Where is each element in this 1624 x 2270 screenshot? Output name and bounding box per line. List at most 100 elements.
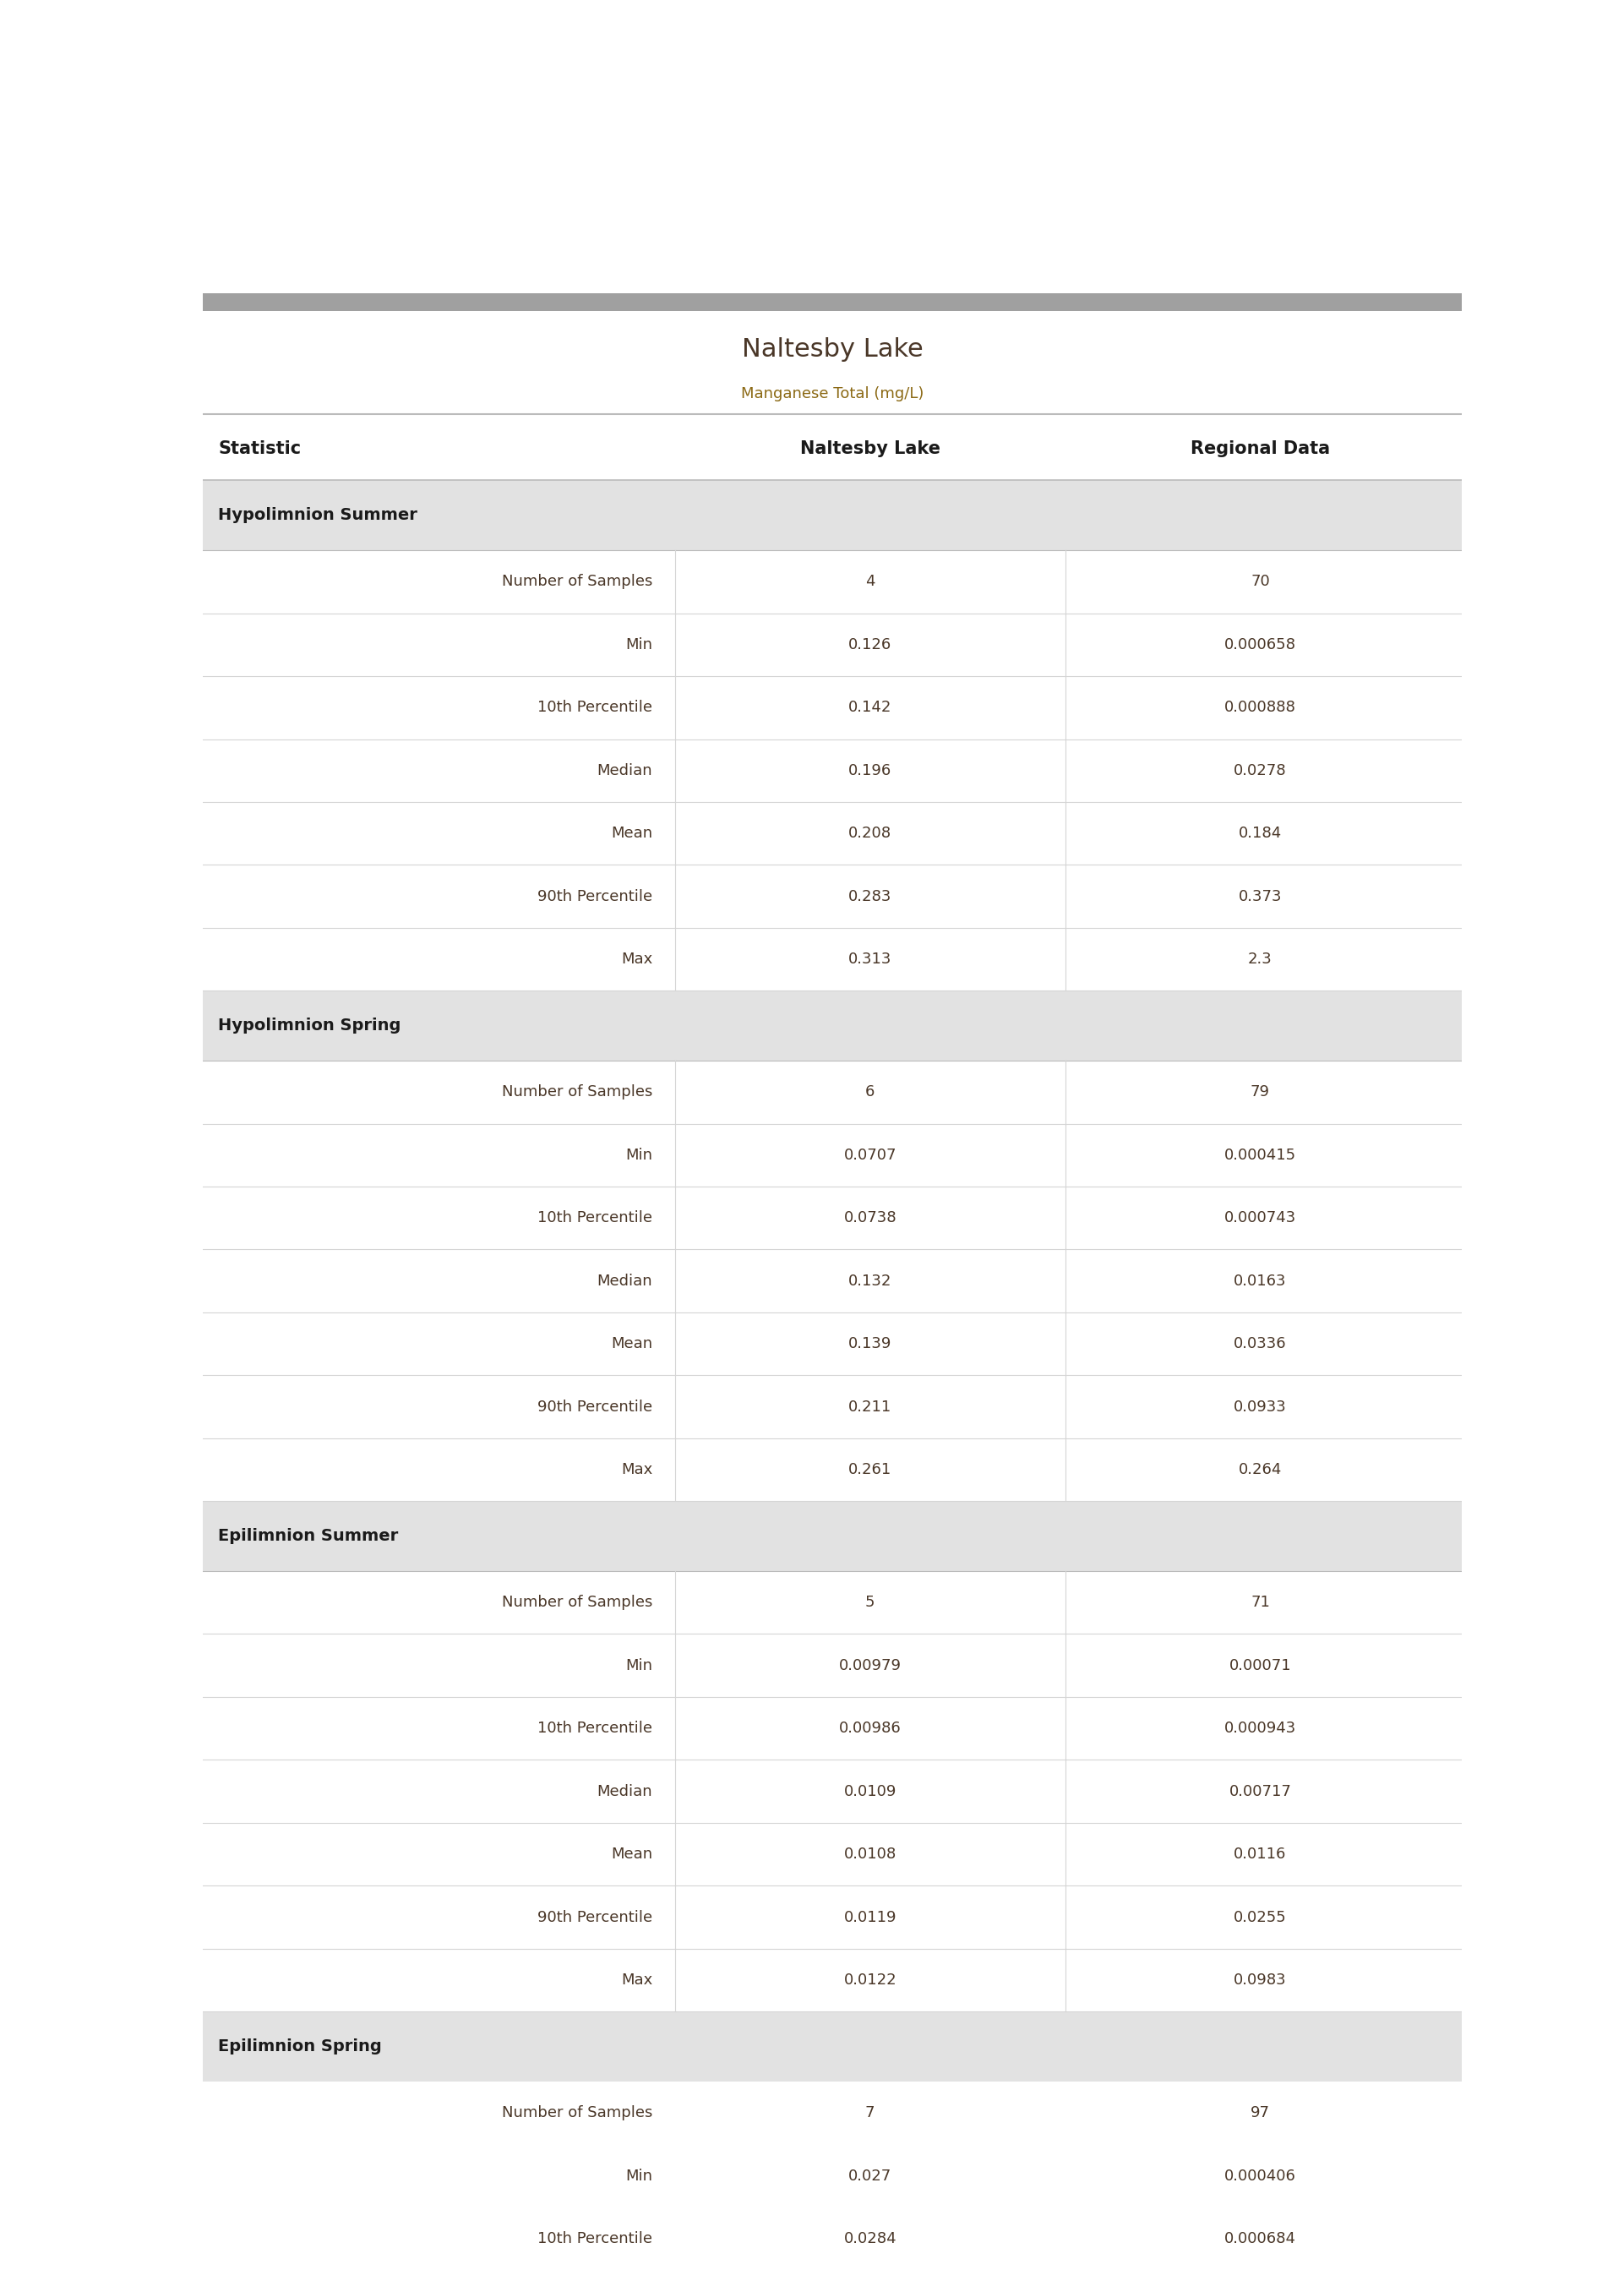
Bar (203, 2011, 1462, 2082)
Text: 0.000658: 0.000658 (1224, 638, 1296, 651)
Bar (203, 990, 1462, 1060)
Text: 0.313: 0.313 (848, 951, 892, 967)
Text: 0.0108: 0.0108 (844, 1846, 896, 1861)
Text: 0.0163: 0.0163 (1234, 1273, 1286, 1289)
Text: 10th Percentile: 10th Percentile (538, 699, 653, 715)
Text: 0.0122: 0.0122 (843, 1973, 896, 1989)
Text: Mean: Mean (611, 826, 653, 842)
Text: Max: Max (620, 1462, 653, 1478)
Text: 0.00979: 0.00979 (838, 1657, 901, 1673)
Text: 0.000406: 0.000406 (1224, 2168, 1296, 2184)
Text: Min: Min (625, 1657, 653, 1673)
Text: Naltesby Lake: Naltesby Lake (801, 440, 940, 456)
Text: Median: Median (598, 1784, 653, 1798)
Text: Mean: Mean (611, 1846, 653, 1861)
Text: 0.0284: 0.0284 (843, 2231, 896, 2247)
Text: 5: 5 (866, 1596, 875, 1609)
Text: Number of Samples: Number of Samples (502, 574, 653, 590)
Bar (203, 1439, 1462, 1500)
Text: Mean: Mean (611, 1337, 653, 1351)
Text: 71: 71 (1250, 1596, 1270, 1609)
Text: 0.142: 0.142 (848, 699, 892, 715)
Bar (203, 2082, 1462, 2145)
Text: 0.0983: 0.0983 (1234, 1973, 1286, 1989)
Bar (203, 865, 1462, 928)
Text: 0.00717: 0.00717 (1229, 1784, 1291, 1798)
Text: 0.000415: 0.000415 (1224, 1146, 1296, 1162)
Text: 10th Percentile: 10th Percentile (538, 1721, 653, 1737)
Text: 0.208: 0.208 (848, 826, 892, 842)
Text: Number of Samples: Number of Samples (502, 2104, 653, 2120)
Bar (203, 801, 1462, 865)
Bar (203, 676, 1462, 740)
Text: 0.261: 0.261 (848, 1462, 892, 1478)
Text: 97: 97 (1250, 2104, 1270, 2120)
Text: 0.139: 0.139 (848, 1337, 892, 1351)
Text: 0.027: 0.027 (848, 2168, 892, 2184)
Bar (203, 1823, 1462, 1886)
Text: 0.283: 0.283 (848, 890, 892, 903)
Text: 0.000888: 0.000888 (1224, 699, 1296, 715)
Bar (203, 1698, 1462, 1759)
Text: 0.00986: 0.00986 (840, 1721, 901, 1737)
Text: Epilimnion Spring: Epilimnion Spring (218, 2038, 382, 2054)
Text: Max: Max (620, 1973, 653, 1989)
Text: 10th Percentile: 10th Percentile (538, 1210, 653, 1226)
Bar (203, 1948, 1462, 2011)
Text: 0.264: 0.264 (1239, 1462, 1281, 1478)
Text: Manganese Total (mg/L): Manganese Total (mg/L) (741, 386, 924, 402)
Text: 0.196: 0.196 (848, 763, 892, 779)
Text: 0.211: 0.211 (848, 1398, 892, 1414)
Text: 0.000743: 0.000743 (1224, 1210, 1296, 1226)
Bar (203, 2206, 1462, 2270)
Bar (203, 1886, 1462, 1948)
Text: Statistic: Statistic (218, 440, 300, 456)
Text: 79: 79 (1250, 1085, 1270, 1099)
Bar (203, 1187, 1462, 1249)
Text: Regional Data: Regional Data (1190, 440, 1330, 456)
Bar (203, 481, 1462, 549)
Text: 2.3: 2.3 (1249, 951, 1272, 967)
Text: 0.0336: 0.0336 (1234, 1337, 1286, 1351)
Text: 0.373: 0.373 (1239, 890, 1281, 903)
Text: 90th Percentile: 90th Percentile (538, 890, 653, 903)
Text: 0.126: 0.126 (848, 638, 892, 651)
Text: 0.000943: 0.000943 (1224, 1721, 1296, 1737)
Bar (203, 740, 1462, 801)
Text: Median: Median (598, 1273, 653, 1289)
Bar (203, 1376, 1462, 1439)
Text: Min: Min (625, 1146, 653, 1162)
Text: 70: 70 (1250, 574, 1270, 590)
Text: 90th Percentile: 90th Percentile (538, 1909, 653, 1925)
Text: 0.0707: 0.0707 (843, 1146, 896, 1162)
Bar (203, 1759, 1462, 1823)
Text: 90th Percentile: 90th Percentile (538, 1398, 653, 1414)
Text: Min: Min (625, 2168, 653, 2184)
Text: 0.184: 0.184 (1239, 826, 1281, 842)
Text: 0.0109: 0.0109 (844, 1784, 896, 1798)
Text: Median: Median (598, 763, 653, 779)
Bar (203, 293, 1462, 311)
Text: Max: Max (620, 951, 653, 967)
Text: 0.0119: 0.0119 (843, 1909, 896, 1925)
Text: 0.0116: 0.0116 (1234, 1846, 1286, 1861)
Text: Hypolimnion Spring: Hypolimnion Spring (218, 1017, 401, 1033)
Bar (203, 1060, 1462, 1124)
Bar (203, 1124, 1462, 1187)
Text: 7: 7 (866, 2104, 875, 2120)
Bar (203, 1571, 1462, 1634)
Bar (203, 1634, 1462, 1698)
Text: 0.132: 0.132 (848, 1273, 892, 1289)
Bar (203, 928, 1462, 990)
Text: 6: 6 (866, 1085, 875, 1099)
Bar (203, 1249, 1462, 1312)
Bar (203, 1500, 1462, 1571)
Text: 0.00071: 0.00071 (1229, 1657, 1291, 1673)
Bar (203, 2145, 1462, 2206)
Bar (203, 1312, 1462, 1376)
Text: Min: Min (625, 638, 653, 651)
Text: Epilimnion Summer: Epilimnion Summer (218, 1528, 398, 1544)
Text: 0.0933: 0.0933 (1234, 1398, 1286, 1414)
Bar (203, 613, 1462, 676)
Text: 0.0738: 0.0738 (843, 1210, 896, 1226)
